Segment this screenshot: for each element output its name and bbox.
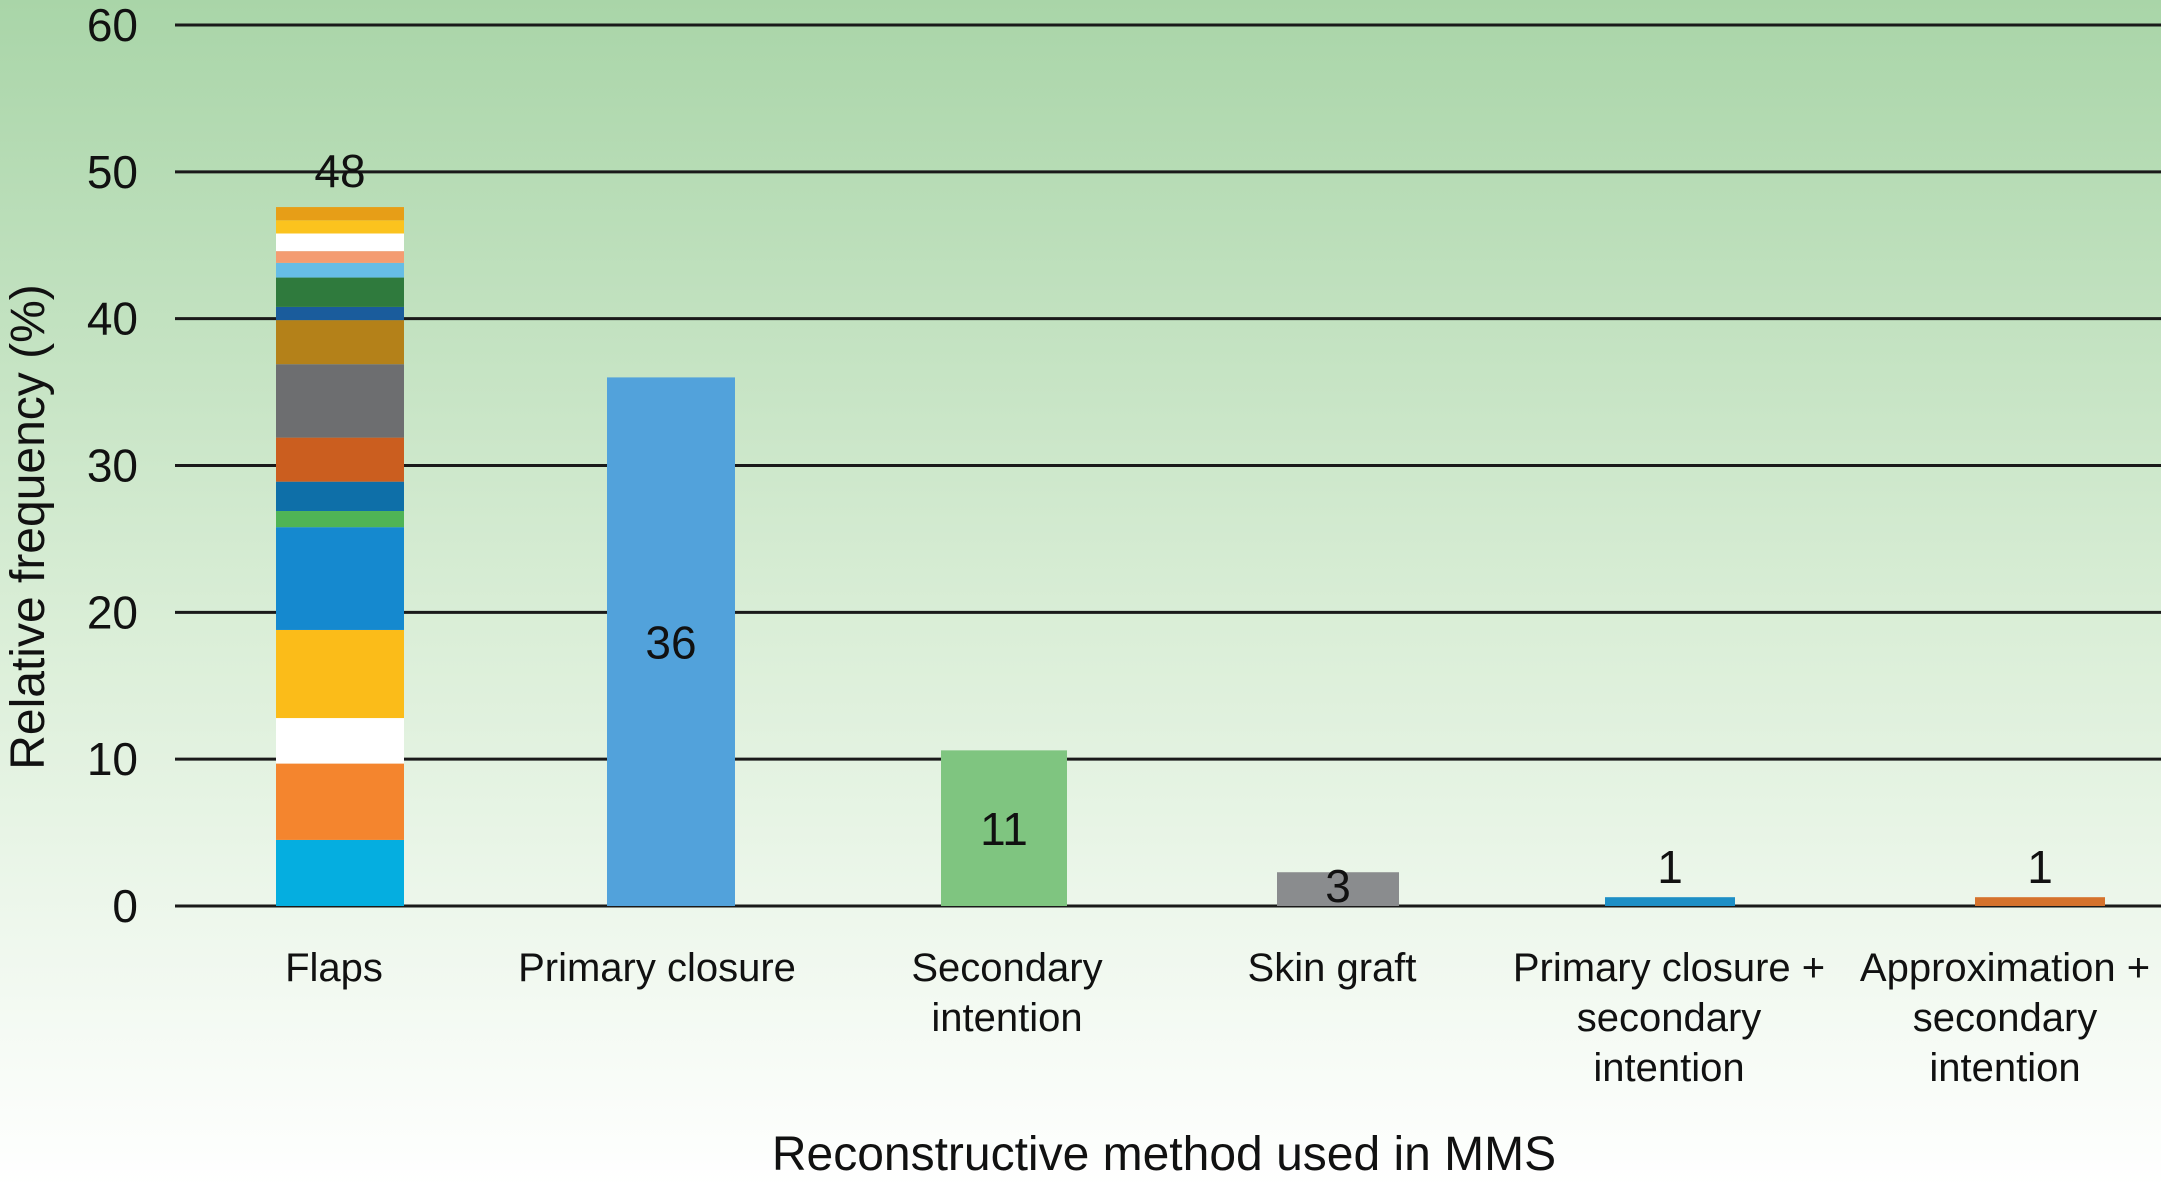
x-tick-label-line: intention bbox=[1593, 1046, 1744, 1090]
bar-segment bbox=[276, 839, 404, 906]
bar-segment bbox=[276, 262, 404, 278]
bar-segment bbox=[1605, 897, 1735, 906]
y-tick-label: 40 bbox=[87, 293, 138, 345]
x-tick-label-line: Secondary bbox=[911, 946, 1102, 990]
x-tick-label-line: secondary bbox=[1913, 996, 2098, 1040]
bar-segment bbox=[276, 277, 404, 307]
bar-segment bbox=[1975, 897, 2105, 906]
x-tick-label-line: intention bbox=[931, 996, 1082, 1040]
bar-segment bbox=[276, 511, 404, 528]
bar-segment bbox=[276, 233, 404, 252]
bar-segment bbox=[276, 220, 404, 234]
bar-segment bbox=[607, 377, 735, 906]
bar-segment bbox=[1277, 872, 1399, 906]
data-label: 36 bbox=[645, 617, 696, 669]
bar-segment bbox=[276, 207, 404, 221]
x-tick-label: Skin graft bbox=[1248, 946, 1417, 990]
y-tick-label: 60 bbox=[87, 0, 138, 51]
bar-segment bbox=[276, 251, 404, 263]
y-tick-labels: 0 10 20 30 40 50 60 bbox=[87, 0, 138, 932]
bar-segment bbox=[276, 437, 404, 482]
y-axis-title: Relative frequency (%) bbox=[2, 284, 55, 770]
x-tick-label: Approximation + secondary intention bbox=[1860, 946, 2150, 1090]
data-label: 1 bbox=[1657, 841, 1683, 893]
x-axis-title: Reconstructive method used in MMS bbox=[772, 1128, 1556, 1181]
y-tick-label: 20 bbox=[87, 586, 138, 638]
x-tick-label: Secondary intention bbox=[911, 946, 1102, 1040]
bars bbox=[276, 207, 2105, 906]
bar-segment bbox=[276, 629, 404, 719]
gridlines bbox=[175, 23, 2161, 908]
bar-segment bbox=[276, 763, 404, 840]
y-tick-label: 0 bbox=[112, 880, 138, 932]
data-label: 1 bbox=[2027, 841, 2053, 893]
x-tick-label: Primary closure + secondary intention bbox=[1513, 946, 1825, 1090]
y-tick-label: 30 bbox=[87, 440, 138, 492]
bar-segment bbox=[941, 750, 1067, 906]
x-tick-labels: Flaps Primary closure Secondary intention Sk… bbox=[285, 946, 2150, 1090]
x-tick-label-line: intention bbox=[1929, 1046, 2080, 1090]
x-tick-label-line: Primary closure + bbox=[1513, 946, 1825, 990]
bar-segment bbox=[276, 527, 404, 630]
x-tick-label-line: Skin graft bbox=[1248, 946, 1417, 990]
x-tick-label-line: secondary bbox=[1577, 996, 1762, 1040]
bar-segment bbox=[276, 320, 404, 365]
data-label: 11 bbox=[980, 803, 1028, 855]
data-label: 3 bbox=[1325, 860, 1351, 912]
x-tick-label: Flaps bbox=[285, 946, 383, 990]
x-tick-label: Primary closure bbox=[518, 946, 796, 990]
bar-segment bbox=[276, 481, 404, 512]
bar-segment bbox=[276, 718, 404, 764]
x-tick-label-line: Flaps bbox=[285, 946, 383, 990]
x-tick-label-line: Primary closure bbox=[518, 946, 796, 990]
data-label: 48 bbox=[314, 145, 365, 197]
y-tick-label: 50 bbox=[87, 146, 138, 198]
y-tick-label: 10 bbox=[87, 733, 138, 785]
bar-segment bbox=[276, 364, 404, 438]
bar-segment bbox=[276, 306, 404, 321]
x-tick-label-line: Approximation + bbox=[1860, 946, 2150, 990]
